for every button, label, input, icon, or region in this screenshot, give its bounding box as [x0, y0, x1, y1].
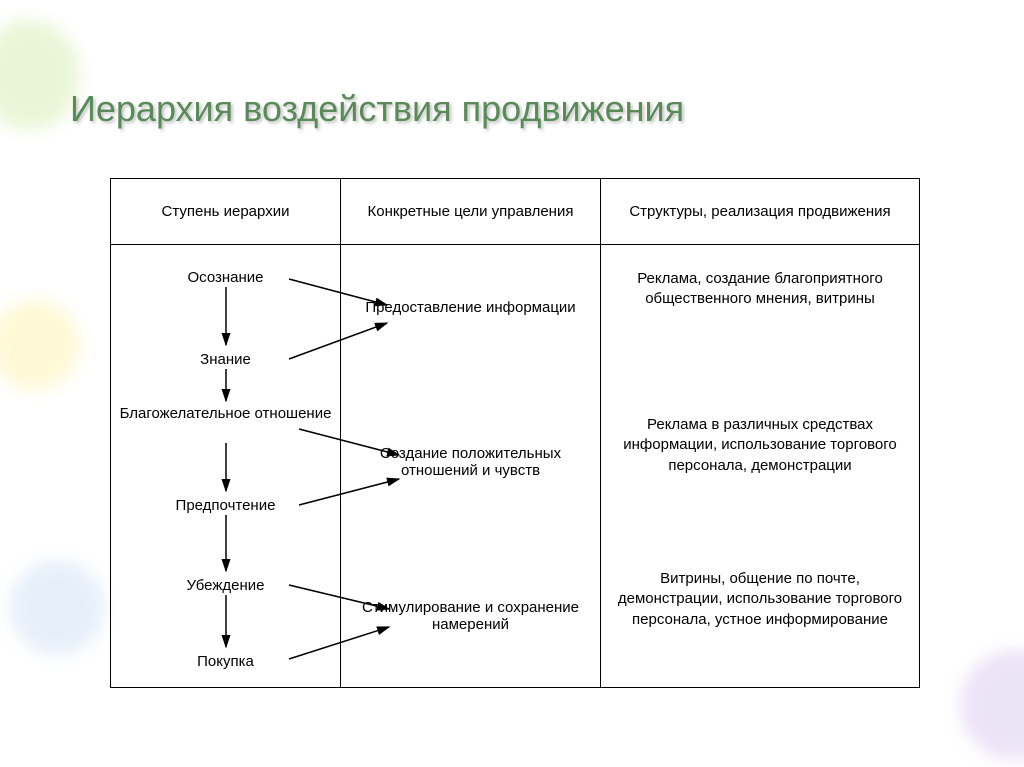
stage-label: Покупка	[111, 653, 340, 670]
stage-label: Предпочтение	[111, 497, 340, 514]
goal-label: Создание положительных отношений и чувст…	[341, 445, 600, 479]
col-goals: Предоставление информации Создание положи…	[341, 245, 601, 687]
slide-title: Иерархия воздействия продвижения	[70, 88, 684, 130]
bg-blob	[0, 20, 80, 130]
structure-label: Реклама в различных средствах информации…	[601, 415, 919, 476]
stage-label: Осознание	[111, 269, 340, 286]
stage-label: Знание	[111, 351, 340, 368]
structure-label: Витрины, общение по почте, демонстрации,…	[601, 569, 919, 630]
col-structures: Реклама, создание благоприятного обществ…	[601, 245, 919, 687]
stage-label: Благожелательное отношение	[111, 405, 340, 422]
bg-blob	[960, 650, 1024, 760]
hierarchy-table: Ступень иерархии Конкретные цели управле…	[110, 178, 920, 688]
bg-blob	[10, 560, 105, 655]
header-col-goals: Конкретные цели управления	[341, 179, 601, 244]
col-stages: Осознание Знание Благожелательное отношени…	[111, 245, 341, 687]
structure-label: Реклама, создание благоприятного обществ…	[601, 269, 919, 310]
table-body: Осознание Знание Благожелательное отношени…	[111, 245, 919, 687]
header-col-stage: Ступень иерархии	[111, 179, 341, 244]
bg-blob	[0, 300, 80, 390]
goal-label: Стимулирование и сохранение намерений	[341, 599, 600, 633]
table-header-row: Ступень иерархии Конкретные цели управле…	[111, 179, 919, 245]
stage-label: Убеждение	[111, 577, 340, 594]
header-col-structures: Структуры, реализация продвижения	[601, 179, 919, 244]
goal-label: Предоставление информации	[341, 299, 600, 316]
